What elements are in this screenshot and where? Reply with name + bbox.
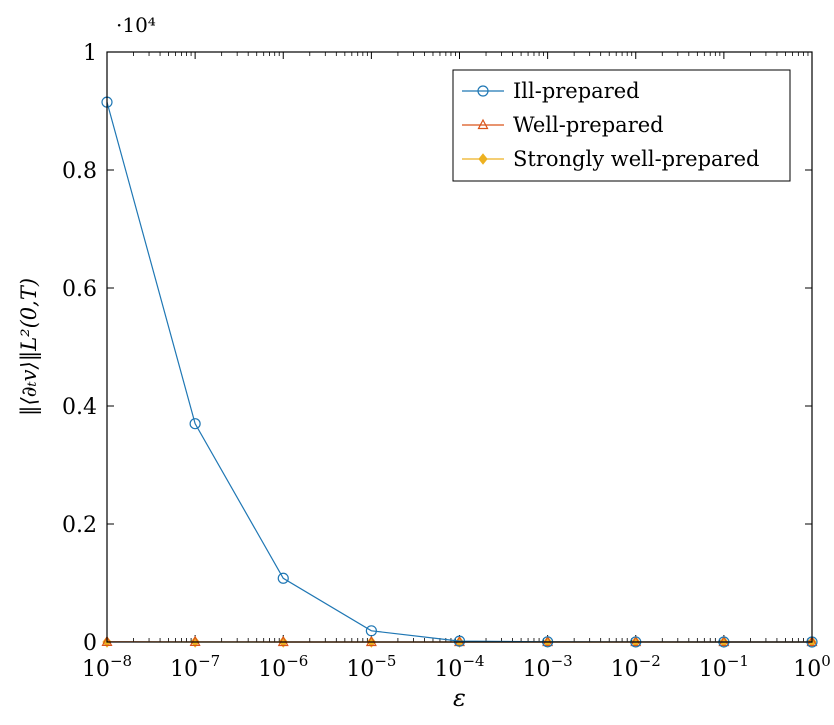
x-tick-label: 10−5 xyxy=(346,652,396,682)
y-tick-label: 0.2 xyxy=(62,513,97,538)
legend-label: Ill-prepared xyxy=(513,79,640,103)
y-axis-multiplier: ·10⁴ xyxy=(116,13,156,37)
y-tick-label: 1 xyxy=(83,41,97,66)
legend-label: Well-prepared xyxy=(513,113,664,137)
x-tick-label: 100 xyxy=(793,652,831,682)
x-axis-label: ε xyxy=(453,684,466,712)
x-tick-label: 10−8 xyxy=(82,652,132,682)
x-tick-label: 10−7 xyxy=(170,652,220,682)
y-tick-labels: 0 0.2 0.4 0.6 0.8 1 xyxy=(62,41,97,656)
series-line-ill-prepared xyxy=(107,102,812,642)
x-tick-label: 10−4 xyxy=(434,652,484,682)
x-tick-label: 10−6 xyxy=(258,652,308,682)
x-tick-label: 10−3 xyxy=(523,652,573,682)
x-tick-labels: 10−8 10−7 10−6 10−5 10−4 10−3 10−2 10−1 100 xyxy=(82,652,831,682)
x-tick-label: 10−1 xyxy=(699,652,749,682)
y-axis-label: ‖⟨∂ₜv⟩‖L²(0,T) xyxy=(17,278,42,416)
y-tick-label: 0.8 xyxy=(62,159,97,184)
legend: Ill-prepared Well-prepared Strongly well-p… xyxy=(453,70,790,181)
legend-label: Strongly well-prepared xyxy=(513,147,759,171)
y-tick-label: 0 xyxy=(83,631,97,656)
y-tick-label: 0.4 xyxy=(62,395,97,420)
x-tick-label: 10−2 xyxy=(611,652,661,682)
y-tick-label: 0.6 xyxy=(62,277,97,302)
